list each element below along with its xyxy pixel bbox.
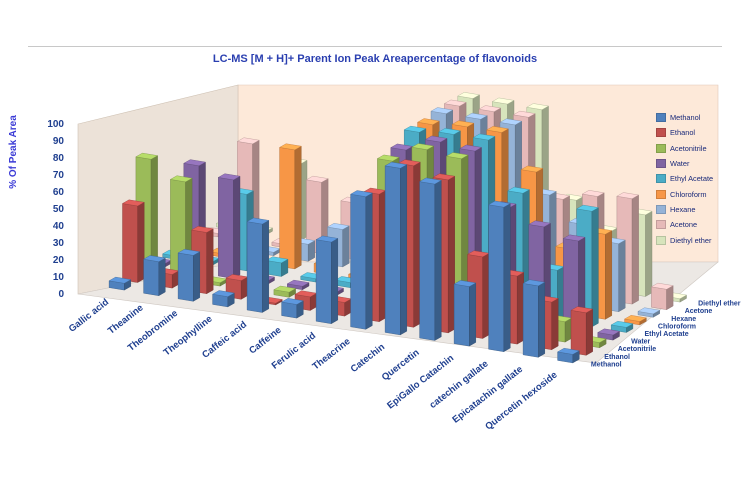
legend-item: Methanol: [656, 110, 746, 125]
bar: [650, 282, 674, 311]
y-tick-label: 80: [53, 153, 65, 164]
y-tick-label: 100: [47, 119, 64, 130]
legend-item: Diethyl ether: [656, 232, 746, 247]
x-tick-label: Catechin: [349, 341, 388, 374]
bar: [217, 173, 241, 279]
bar: [281, 298, 304, 319]
bar: [286, 279, 310, 291]
y-tick-label: 40: [53, 221, 65, 232]
bar: [557, 347, 580, 364]
bar: [212, 290, 235, 308]
legend-swatch: [656, 174, 666, 184]
bar: [315, 235, 339, 325]
bar: [597, 328, 621, 341]
x-tick-label: Theanine: [106, 302, 146, 336]
bar: [246, 217, 270, 313]
y-tick-label: 90: [53, 136, 65, 147]
bar: [350, 190, 373, 330]
bar: [265, 256, 289, 277]
bar: [177, 248, 201, 302]
x-tick-label: Theacrine: [310, 336, 352, 372]
x-tick-label: Epicatachin gallate: [450, 364, 525, 426]
legend-item: Ethanol: [656, 125, 746, 140]
legend-swatch: [656, 159, 666, 169]
bar: [570, 306, 594, 356]
bar: [419, 177, 442, 341]
bar: [305, 175, 329, 255]
top-divider: [28, 46, 722, 47]
bar: [279, 143, 302, 270]
legend-label: Diethyl ether: [670, 235, 712, 245]
legend-item: Chloroform: [656, 186, 746, 201]
bar: [637, 307, 661, 318]
bar: [273, 285, 297, 298]
bar: [624, 315, 647, 326]
bars-group: [108, 92, 688, 364]
legend-label: Ethanol: [670, 128, 696, 138]
legend-label: Acetonitrile: [670, 143, 707, 153]
y-tick-label: 30: [53, 238, 65, 249]
x-tick-label: Caffeine: [247, 325, 283, 357]
depth-tick-label: Methanol: [591, 361, 622, 368]
legend-swatch: [656, 128, 666, 138]
legend-swatch: [656, 235, 666, 245]
x-tick-label: Quercetin hexoside: [483, 370, 559, 433]
legend-swatch: [656, 220, 666, 230]
depth-tick-label: Ethyl Acetate: [645, 331, 689, 338]
depth-tick-label: Acetonitrile: [618, 346, 657, 353]
y-tick-label: 50: [53, 204, 65, 215]
legend-item: Hexane: [656, 202, 746, 217]
legend-swatch: [656, 204, 666, 214]
y-tick-label: 0: [58, 289, 64, 300]
legend-swatch: [656, 113, 666, 123]
depth-tick-label: Diethyl ether: [698, 301, 741, 308]
bar: [522, 279, 546, 358]
legend-label: Methanol: [670, 113, 701, 123]
legend-label: Chloroform: [670, 189, 707, 199]
legend-label: Hexane: [670, 204, 696, 214]
legend: Methanol Ethanol Acetonitrile Water Ethyl Ac…: [656, 110, 746, 248]
legend-label: Water: [670, 159, 690, 169]
bar: [121, 199, 145, 283]
x-tick-label: Quercetin: [380, 347, 422, 383]
depth-tick-label: Water: [631, 339, 650, 346]
depth-tick-label: Hexane: [671, 316, 696, 323]
legend-item: Acetone: [656, 217, 746, 232]
legend-label: Ethyl Acetate: [670, 174, 714, 184]
y-tick-label: 70: [53, 170, 65, 181]
legend-item: Ethyl Acetate: [656, 171, 746, 186]
y-tick-label: 60: [53, 187, 65, 198]
bar: [143, 255, 166, 297]
bar: [108, 276, 132, 291]
depth-tick-label: Acetone: [685, 308, 713, 315]
legend-item: Water: [656, 156, 746, 171]
legend-item: Acetonitrile: [656, 141, 746, 156]
legend-label: Acetone: [670, 220, 698, 230]
bar: [384, 161, 408, 336]
depth-tick-label: Chloroform: [658, 323, 696, 330]
chart-title: LC-MS [M + H]+ Parent Ion Peak Areaperce…: [212, 53, 538, 65]
y-tick-label: 20: [53, 255, 65, 266]
bar: [453, 280, 477, 347]
y-axis-ticks: 0 10 20 30 40 50 60 70 80 90 100: [47, 119, 64, 300]
x-tick-label: Gallic acid: [67, 297, 111, 335]
depth-tick-label: Ethanol: [604, 354, 630, 361]
bar: [488, 200, 511, 353]
legend-swatch: [656, 143, 666, 153]
legend-swatch: [656, 189, 666, 199]
y-tick-label: 10: [53, 272, 65, 283]
